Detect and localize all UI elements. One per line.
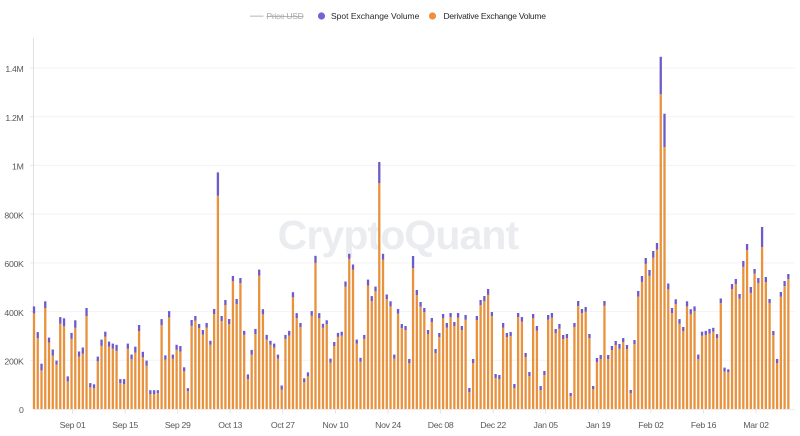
svg-text:Feb 16: Feb 16 (691, 420, 717, 430)
svg-text:400K: 400K (4, 308, 24, 318)
svg-text:600K: 600K (4, 259, 24, 269)
svg-text:Spot Exchange Volume: Spot Exchange Volume (331, 11, 420, 21)
svg-text:Mar 02: Mar 02 (743, 420, 769, 430)
svg-text:1.2M: 1.2M (5, 113, 23, 123)
svg-text:Dec 22: Dec 22 (480, 420, 506, 430)
svg-text:Price USD: Price USD (267, 11, 304, 21)
svg-text:Sep 29: Sep 29 (165, 420, 191, 430)
svg-text:0: 0 (19, 405, 24, 415)
svg-text:Sep 01: Sep 01 (60, 420, 86, 430)
svg-text:Sep 15: Sep 15 (112, 420, 138, 430)
svg-text:Oct 27: Oct 27 (271, 420, 295, 430)
svg-text:Oct 13: Oct 13 (218, 420, 242, 430)
svg-text:Feb 02: Feb 02 (638, 420, 664, 430)
svg-text:800K: 800K (4, 210, 24, 220)
svg-text:Nov 10: Nov 10 (323, 420, 349, 430)
svg-text:Dec 08: Dec 08 (428, 420, 454, 430)
svg-text:1M: 1M (12, 162, 24, 172)
svg-text:200K: 200K (4, 357, 24, 367)
svg-text:Nov 24: Nov 24 (375, 420, 401, 430)
svg-text:CryptoQuant: CryptoQuant (278, 212, 520, 258)
svg-text:Derivative Exchange Volume: Derivative Exchange Volume (444, 11, 547, 21)
svg-text:Jan 05: Jan 05 (534, 420, 559, 430)
svg-text:Jan 19: Jan 19 (586, 420, 611, 430)
svg-text:1.4M: 1.4M (5, 64, 23, 74)
